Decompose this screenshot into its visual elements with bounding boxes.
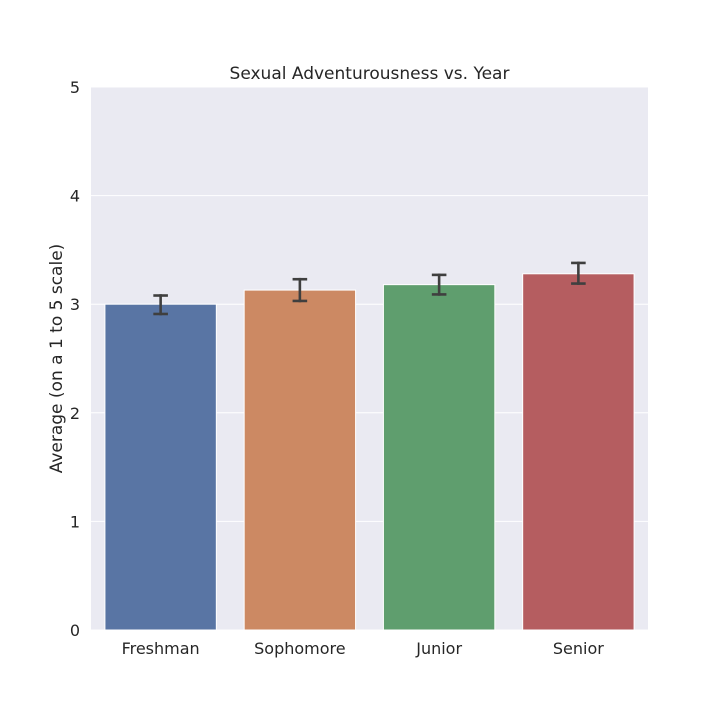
y-tick-label: 2 <box>70 404 80 423</box>
y-tick-label: 0 <box>70 621 80 640</box>
y-tick-label: 4 <box>70 187 80 206</box>
chart-title: Sexual Adventurousness vs. Year <box>230 64 510 84</box>
error-bar-senior <box>571 261 586 285</box>
bars <box>104 273 635 631</box>
error-bar-freshman <box>153 294 168 316</box>
x-tick-label: Sophomore <box>254 639 345 658</box>
y-tick-label: 5 <box>70 78 80 97</box>
x-tick-label: Senior <box>553 639 604 658</box>
x-tick-labels: Freshman Sophomore Junior Senior <box>122 639 605 658</box>
error-bar-junior <box>431 273 447 296</box>
error-bar-sophomore <box>292 277 308 303</box>
y-tick-label: 3 <box>70 295 80 314</box>
y-tick-label: 1 <box>70 512 80 531</box>
x-tick-label: Freshman <box>122 639 200 658</box>
y-tick-labels: 0 1 2 3 4 5 <box>70 78 80 640</box>
x-tick-label: Junior <box>415 639 462 658</box>
bar-senior <box>522 273 635 631</box>
y-axis-label: Average (on a 1 to 5 scale) <box>47 244 67 474</box>
error-bars <box>153 261 586 316</box>
bar-freshman <box>104 303 217 631</box>
bar-junior <box>382 284 496 631</box>
bar-sophomore <box>243 289 357 631</box>
